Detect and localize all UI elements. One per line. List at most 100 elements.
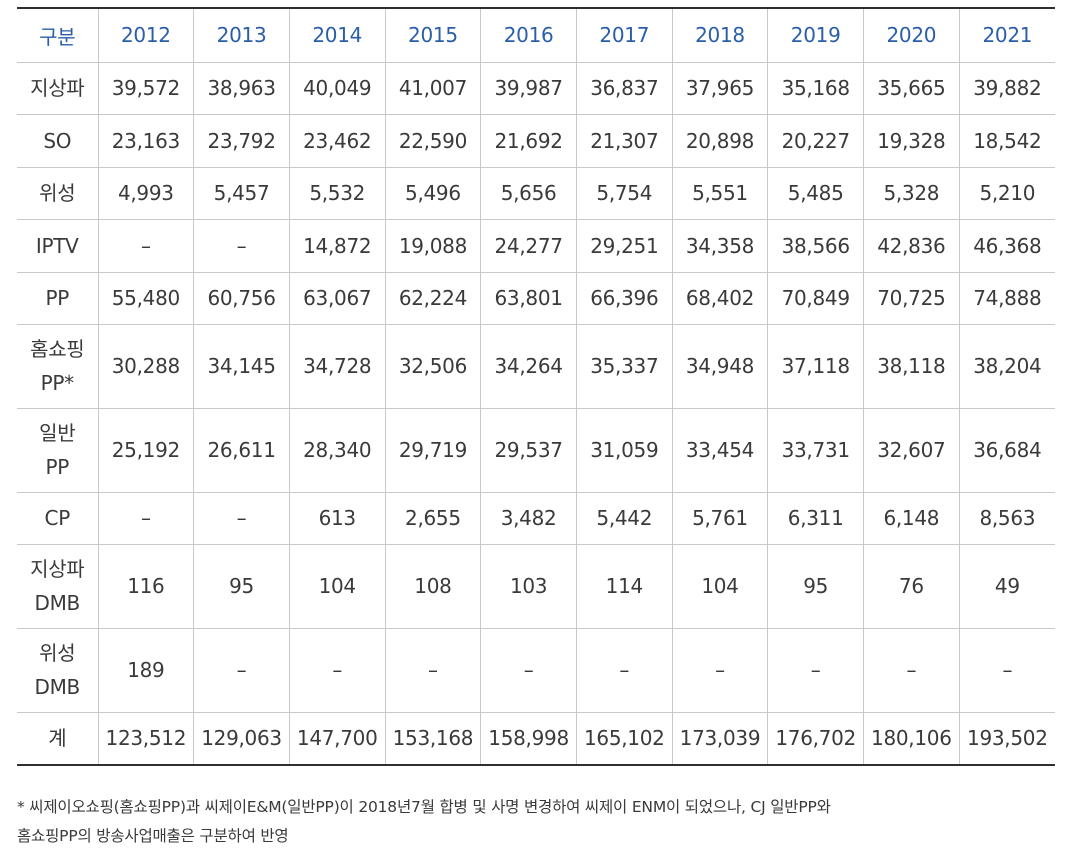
table-cell: 5,457 [193,167,290,219]
table-cell: 29,537 [480,408,577,492]
table-cell: 129,063 [193,712,290,765]
table-cell: 5,551 [671,167,768,219]
table-cell: 41,007 [384,62,481,114]
row-label-line: 위성 [39,641,76,665]
table-cell: 33,731 [767,408,864,492]
table-cell: 31,059 [575,408,673,492]
table-cell: 22,590 [384,114,481,167]
table-cell: 180,106 [863,712,960,765]
table-cell: 104 [288,544,386,628]
table-cell: 5,496 [384,167,481,219]
table-cell: 95 [767,544,864,628]
table-cell: 32,607 [863,408,960,492]
table-cell: – [193,492,290,544]
table-row: 홈쇼핑 PP* 30,288 34,145 34,728 32,506 34,264 35,3… [17,324,1055,408]
table-row: IPTV – –14,872 19,088 24,277 29,251 34,358 38,5… [17,219,1055,272]
row-label: 위성 DMB [17,628,98,712]
table-cell: 20,227 [767,114,864,167]
table-cell: 23,462 [288,114,386,167]
table-cell: 104 [671,544,768,628]
row-label-line: 홈쇼핑 [30,337,85,361]
table-cell: 8,563 [958,492,1055,544]
table-cell: 42,836 [863,219,960,272]
header-year: 2016 [480,8,577,62]
table-cell: 19,088 [384,219,481,272]
table-cell: 37,118 [767,324,864,408]
table-cell: 70,725 [863,272,960,324]
table-row: SO 23,163 23,792 23,462 22,590 21,692 21,307 20… [17,114,1055,167]
row-label: SO [17,114,98,167]
header-year: 2014 [288,8,386,62]
row-label-line: PP* [40,371,75,395]
table-cell: 5,328 [863,167,960,219]
row-label-line: PP [45,455,70,479]
footnote: * 씨제이오쇼핑(홈쇼핑PP)과 씨제이E&M(일반PP)이 2018년7월 합… [17,793,1062,851]
table-cell: 49 [958,544,1055,628]
table-cell: 38,566 [767,219,864,272]
table-cell: 76 [863,544,960,628]
row-label: 계 [17,712,98,765]
table-cell: 34,145 [193,324,290,408]
table-cell: 34,358 [671,219,768,272]
table-cell: 20,898 [671,114,768,167]
table-cell: – [384,628,481,712]
table-cell: 66,396 [575,272,673,324]
table-cell: – [575,628,673,712]
header-year: 2017 [575,8,673,62]
table-cell: 5,210 [958,167,1055,219]
table-cell: 613 [288,492,386,544]
header-year: 2012 [97,8,194,62]
table-cell: 60,756 [193,272,290,324]
table-row: 위성 DMB 189– – – – – – – – – [17,628,1055,712]
table-cell: 95 [193,544,290,628]
table-cell: 34,948 [671,324,768,408]
table-cell: 55,480 [97,272,194,324]
table-cell: – [97,492,194,544]
table-cell: 26,611 [193,408,290,492]
row-label: 일반 PP [17,408,98,492]
table-cell: 35,337 [575,324,673,408]
table-body: 지상파 39,572 38,963 40,049 41,007 39,987 36,837 3… [17,62,1055,765]
table-cell: 39,572 [97,62,194,114]
header-year: 2015 [384,8,481,62]
header-year: 2020 [863,8,960,62]
table-cell: 5,532 [288,167,386,219]
row-label-line: SO [43,128,72,153]
row-label: 지상파 [17,62,98,114]
table-cell: 173,039 [671,712,768,765]
table-cell: 5,754 [575,167,673,219]
table-cell: 32,506 [384,324,481,408]
table-cell: 33,454 [671,408,768,492]
table-cell: – [671,628,768,712]
table-cell: – [863,628,960,712]
table-cell: 29,251 [575,219,673,272]
table-cell: 2,655 [384,492,481,544]
table-cell: 24,277 [480,219,577,272]
row-label-line: 계 [48,726,67,751]
table-cell: 14,872 [288,219,386,272]
table-cell: 37,965 [671,62,768,114]
header-year: 2013 [193,8,290,62]
table-cell: 23,163 [97,114,194,167]
row-label-line: DMB [34,675,81,699]
table-cell: – [767,628,864,712]
table-cell: 62,224 [384,272,481,324]
table-cell: 158,998 [480,712,577,765]
table-cell: 6,311 [767,492,864,544]
table-cell: 46,368 [958,219,1055,272]
table-cell: – [288,628,386,712]
table-cell: 5,656 [480,167,577,219]
table-cell: 68,402 [671,272,768,324]
table-cell: 21,307 [575,114,673,167]
table-cell: 40,049 [288,62,386,114]
table-cell: 18,542 [958,114,1055,167]
table-cell: 19,328 [863,114,960,167]
table-cell: 6,148 [863,492,960,544]
table-row: CP – –613 2,655 3,482 5,442 5,761 6,311 6,148 8,5… [17,492,1055,544]
row-label-line: DMB [34,591,81,615]
table-cell: 74,888 [958,272,1055,324]
row-label-line: PP [45,286,70,310]
table-cell: 28,340 [288,408,386,492]
table-cell: 35,168 [767,62,864,114]
table-cell: 4,993 [97,167,194,219]
